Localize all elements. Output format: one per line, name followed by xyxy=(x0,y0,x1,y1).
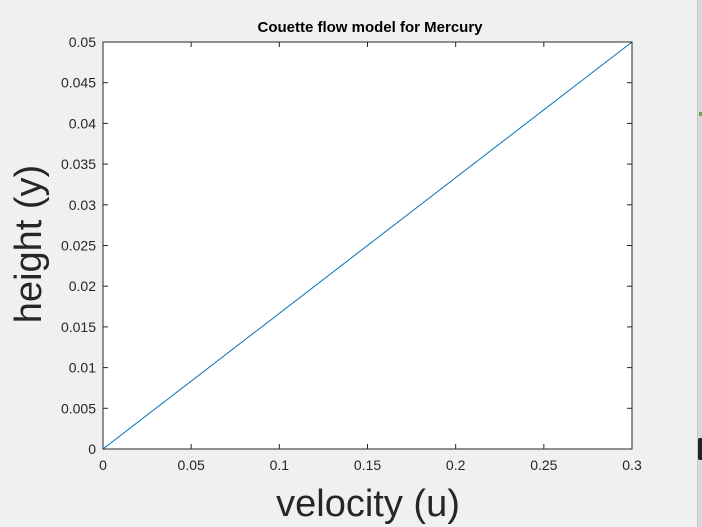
window-edge-strip xyxy=(697,0,702,527)
x-tick-label: 0.25 xyxy=(530,457,557,473)
y-tick-label: 0.045 xyxy=(61,75,96,91)
y-tick-label: 0.05 xyxy=(69,34,96,50)
x-tick-label: 0.2 xyxy=(446,457,466,473)
x-axis-label: velocity (u) xyxy=(276,483,460,525)
x-tick-label: 0.1 xyxy=(270,457,290,473)
window-edge-green-mark xyxy=(699,112,702,116)
y-tick-label: 0.02 xyxy=(69,278,96,294)
y-tick-label: 0 xyxy=(88,441,96,457)
x-tick-label: 0.05 xyxy=(178,457,205,473)
x-tick-label: 0.15 xyxy=(354,457,381,473)
x-tick-label: 0 xyxy=(99,457,107,473)
x-tick-label: 0.3 xyxy=(622,457,642,473)
y-tick-label: 0.035 xyxy=(61,156,96,172)
y-tick-label: 0.01 xyxy=(69,360,96,376)
chart-title: Couette flow model for Mercury xyxy=(257,19,483,36)
y-tick-label: 0.025 xyxy=(61,238,96,254)
ticks-layer xyxy=(102,41,633,450)
y-tick-label: 0.03 xyxy=(69,197,96,213)
y-tick-label: 0.015 xyxy=(61,319,96,335)
y-tick-labels: 0 0.005 0.01 0.015 0.02 0.025 0.03 0.035 0.04 0.0… xyxy=(61,34,96,457)
axes-box xyxy=(102,41,633,450)
y-axis-label: height (y) xyxy=(8,165,50,323)
y-tick-label: 0.04 xyxy=(69,115,96,131)
series-line xyxy=(102,41,633,450)
y-tick-label: 0.005 xyxy=(61,400,96,416)
window-edge-dark-tab xyxy=(698,438,702,460)
x-tick-labels: 0 0.05 0.1 0.15 0.2 0.25 0.3 xyxy=(99,457,642,473)
series-layer xyxy=(102,41,633,450)
